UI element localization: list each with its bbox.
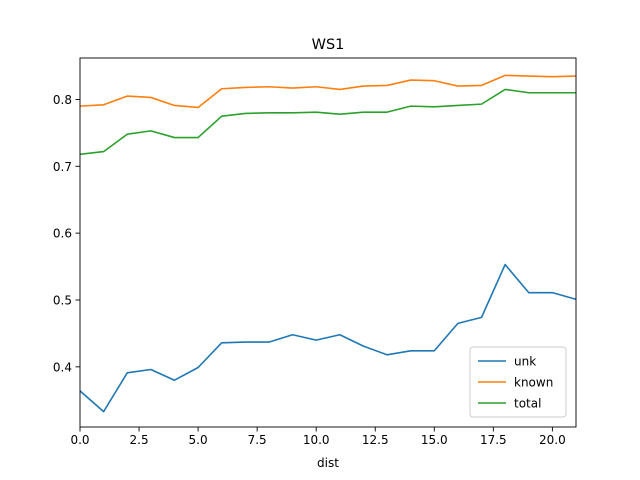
x-tick-label: 20.0 — [539, 433, 566, 447]
y-tick-label: 0.7 — [53, 160, 72, 174]
y-tick-label: 0.4 — [53, 360, 72, 374]
series-line-unk — [80, 263, 576, 413]
series-line-known — [80, 74, 576, 109]
legend-label-known: known — [514, 376, 553, 390]
x-tick-label: 10.0 — [303, 433, 330, 447]
x-tick-label: 7.5 — [248, 433, 267, 447]
x-tick-label: 2.5 — [130, 433, 149, 447]
y-tick-label: 0.6 — [53, 227, 72, 241]
axes-frame — [79, 57, 577, 428]
legend-label-unk: unk — [514, 355, 536, 369]
x-tick-label: 15.0 — [421, 433, 448, 447]
legend-box — [469, 346, 567, 418]
plot-area: 0.0 2.5 5.0 7.5 10.0 12.5 15.0 17.5 20.0 0.4 0.5 0.… — [53, 57, 577, 447]
y-tick-label: 0.8 — [53, 93, 72, 107]
legend-label-total: total — [514, 397, 541, 411]
x-tick-label: 17.5 — [480, 433, 507, 447]
x-axis-label: dist — [317, 456, 339, 470]
x-tick-label: 0.0 — [70, 433, 89, 447]
x-tick-label: 12.5 — [362, 433, 389, 447]
y-tick-label: 0.5 — [53, 293, 72, 307]
chart-title: WS1 — [312, 37, 345, 53]
series-line-total — [80, 88, 576, 156]
x-tick-label: 5.0 — [189, 433, 208, 447]
